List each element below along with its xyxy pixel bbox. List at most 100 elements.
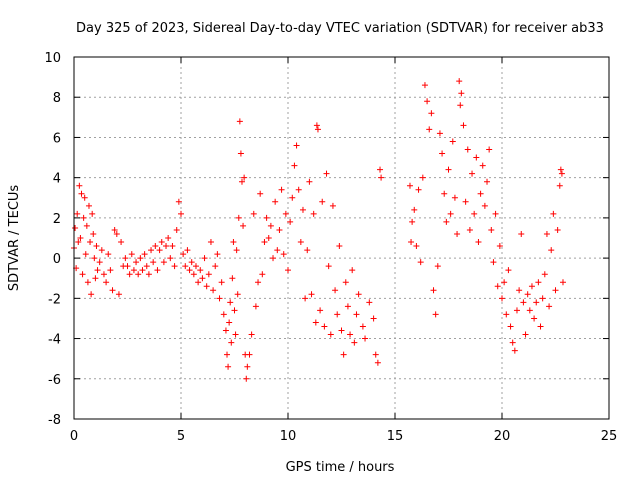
data-point (235, 214, 242, 221)
data-point (150, 259, 157, 266)
data-point (291, 162, 298, 169)
data-point (88, 291, 95, 298)
data-point (171, 263, 178, 270)
data-point (408, 239, 415, 246)
data-point (218, 279, 225, 286)
data-point (554, 226, 561, 233)
data-point (133, 259, 140, 266)
data-point (237, 150, 244, 157)
data-point (460, 122, 467, 129)
data-point (265, 235, 272, 241)
data-point (210, 287, 217, 294)
data-point (87, 239, 94, 246)
data-point (421, 82, 428, 89)
data-point (222, 327, 229, 334)
data-point (323, 170, 330, 177)
data-point (212, 263, 219, 270)
data-point (338, 327, 345, 334)
data-point (76, 182, 83, 189)
data-point (91, 255, 98, 262)
data-point (255, 279, 262, 286)
data-point (80, 214, 87, 221)
data-point (137, 255, 144, 262)
data-point (449, 138, 456, 145)
data-point (263, 214, 270, 221)
data-point (126, 271, 133, 278)
data-point (462, 198, 469, 205)
data-point (229, 275, 236, 282)
data-point (531, 315, 538, 322)
data-point (457, 102, 464, 109)
x-axis-label: GPS time / hours (286, 460, 395, 475)
plot-frame (73, 56, 610, 420)
data-point (432, 311, 439, 318)
data-point (451, 194, 458, 201)
data-point (355, 291, 362, 298)
data-point (492, 210, 499, 217)
data-point (319, 198, 326, 205)
data-point (233, 247, 240, 254)
data-point (454, 230, 461, 237)
data-point (280, 251, 287, 258)
data-point (302, 295, 309, 302)
data-point (310, 210, 317, 217)
data-point (81, 194, 88, 201)
data-point (243, 375, 250, 382)
data-point (513, 307, 520, 314)
data-point (75, 239, 82, 246)
data-point (370, 315, 377, 322)
data-point (295, 186, 302, 193)
data-point (240, 222, 247, 229)
data-point (430, 287, 437, 294)
data-point (103, 279, 110, 286)
data-point (557, 166, 564, 173)
data-point (378, 174, 385, 181)
data-point (261, 239, 268, 246)
data-point (90, 230, 97, 237)
data-point (276, 226, 283, 233)
data-point (362, 335, 369, 342)
data-point (486, 146, 493, 153)
data-point (154, 267, 161, 274)
data-point (409, 218, 416, 225)
data-point (89, 210, 96, 217)
data-point (484, 178, 491, 185)
data-point (84, 279, 91, 286)
data-point (417, 259, 424, 266)
data-point (232, 331, 239, 338)
data-point (509, 339, 516, 346)
data-point (195, 279, 202, 286)
data-point (160, 259, 167, 266)
data-point (406, 182, 413, 189)
data-point (93, 243, 100, 250)
data-point (224, 351, 231, 358)
data-point (434, 263, 441, 270)
data-point (419, 174, 426, 181)
data-point (228, 339, 235, 346)
data-point (188, 259, 195, 266)
y-tick-label: 6 (53, 131, 61, 146)
data-point (257, 190, 264, 197)
data-point (118, 239, 125, 246)
data-point (289, 194, 296, 201)
data-point (246, 351, 253, 358)
data-point (524, 291, 531, 298)
y-tick-label: 10 (44, 51, 61, 66)
data-point (230, 239, 237, 246)
data-point (85, 202, 92, 209)
data-point (238, 178, 245, 185)
data-point (528, 283, 535, 290)
data-point (522, 331, 529, 338)
data-point (158, 239, 165, 246)
data-point (490, 259, 497, 266)
data-point (139, 267, 146, 274)
data-point (548, 247, 555, 254)
data-point (287, 218, 294, 225)
data-point (156, 247, 163, 254)
data-point (351, 339, 358, 346)
data-point (259, 271, 266, 278)
data-point (533, 299, 540, 306)
chart-title: Day 325 of 2023, Sidereal Day-to-day VTE… (76, 21, 604, 36)
data-point (541, 271, 548, 278)
data-point (226, 319, 233, 326)
